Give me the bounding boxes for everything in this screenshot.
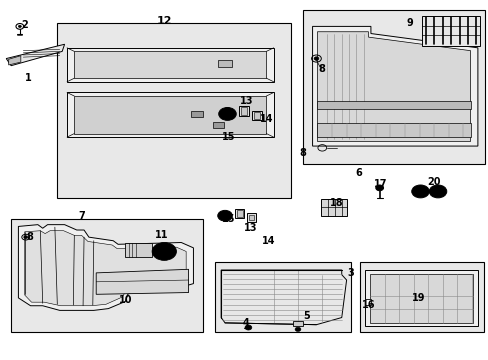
Polygon shape	[25, 231, 186, 306]
Bar	[125, 243, 152, 257]
Bar	[191, 111, 203, 117]
Circle shape	[160, 249, 168, 254]
Bar	[212, 122, 223, 128]
Bar	[238, 106, 249, 116]
Polygon shape	[19, 225, 193, 310]
Polygon shape	[6, 44, 64, 66]
Polygon shape	[9, 56, 21, 65]
Circle shape	[19, 25, 21, 27]
Circle shape	[218, 108, 236, 120]
Bar	[57, 23, 290, 198]
Polygon shape	[74, 51, 266, 78]
Circle shape	[244, 325, 251, 330]
Bar	[365, 299, 370, 305]
Bar	[248, 215, 253, 220]
Polygon shape	[369, 274, 472, 323]
Bar	[421, 16, 479, 46]
Text: 20: 20	[427, 177, 440, 187]
Text: 13: 13	[240, 96, 253, 107]
Text: 8: 8	[317, 64, 324, 74]
Bar	[240, 107, 247, 115]
Polygon shape	[365, 270, 477, 327]
Polygon shape	[312, 26, 477, 146]
Bar	[236, 210, 242, 217]
Text: 14: 14	[259, 114, 273, 124]
Bar	[11, 219, 203, 332]
Circle shape	[294, 327, 300, 332]
Circle shape	[377, 186, 381, 189]
Bar	[302, 10, 484, 164]
Circle shape	[411, 185, 428, 198]
Text: 4: 4	[242, 318, 249, 328]
Circle shape	[217, 210, 232, 221]
Bar	[234, 209, 244, 218]
Text: 9: 9	[406, 18, 412, 28]
Bar	[217, 60, 232, 67]
Circle shape	[24, 236, 28, 239]
Text: 6: 6	[355, 168, 362, 178]
Text: 1: 1	[25, 73, 31, 83]
Circle shape	[152, 243, 176, 260]
Text: 15: 15	[221, 132, 235, 142]
Text: 17: 17	[373, 179, 386, 189]
Text: 16: 16	[361, 300, 374, 310]
Bar	[360, 262, 483, 332]
Polygon shape	[317, 102, 469, 109]
Bar	[321, 199, 346, 216]
Text: 8: 8	[299, 148, 305, 158]
Polygon shape	[67, 48, 273, 82]
Text: 15: 15	[221, 214, 235, 224]
Circle shape	[222, 111, 232, 117]
Polygon shape	[221, 270, 346, 325]
Bar	[246, 213, 255, 222]
Circle shape	[432, 188, 442, 195]
Bar	[292, 321, 302, 327]
Circle shape	[313, 57, 318, 60]
Polygon shape	[96, 269, 188, 294]
Circle shape	[375, 185, 383, 191]
Text: 11: 11	[155, 230, 168, 240]
Circle shape	[415, 188, 425, 195]
Polygon shape	[67, 93, 273, 137]
Circle shape	[428, 185, 446, 198]
Text: 13: 13	[244, 223, 257, 233]
Text: 5: 5	[303, 311, 309, 321]
Text: 14: 14	[262, 236, 275, 246]
Text: 2: 2	[21, 19, 28, 30]
Text: 18: 18	[329, 198, 343, 208]
Text: 3: 3	[346, 268, 353, 278]
Circle shape	[220, 212, 229, 219]
Polygon shape	[317, 32, 469, 141]
Text: 12: 12	[156, 16, 172, 26]
Bar	[215, 262, 351, 332]
Polygon shape	[74, 96, 266, 134]
Text: 10: 10	[119, 295, 132, 305]
Bar	[251, 111, 261, 120]
Bar	[253, 112, 259, 118]
Circle shape	[156, 246, 172, 257]
Text: 19: 19	[411, 293, 425, 303]
Polygon shape	[317, 123, 469, 137]
Text: 8: 8	[26, 232, 33, 242]
Text: 7: 7	[78, 211, 85, 221]
